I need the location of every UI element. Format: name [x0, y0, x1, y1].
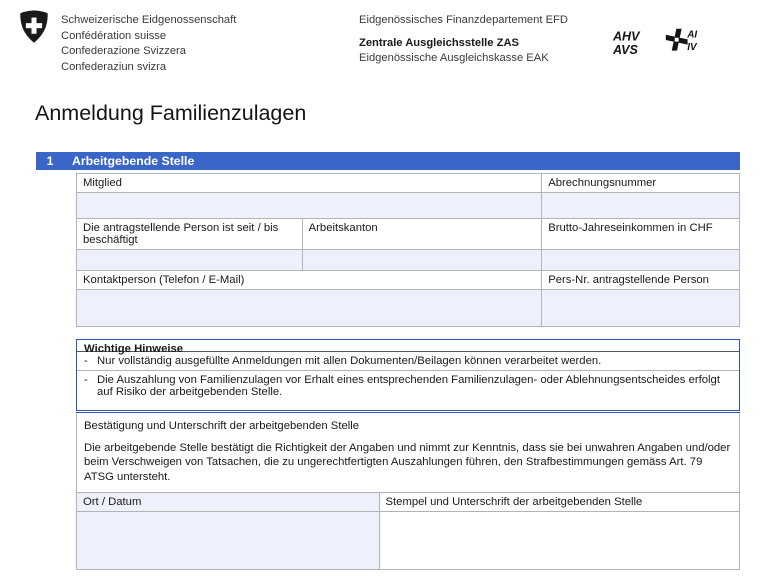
svg-text:AI: AI	[686, 30, 697, 41]
svg-text:AHV: AHV	[613, 29, 641, 43]
svg-text:IV: IV	[687, 42, 698, 53]
svg-text:AVS: AVS	[613, 43, 638, 57]
